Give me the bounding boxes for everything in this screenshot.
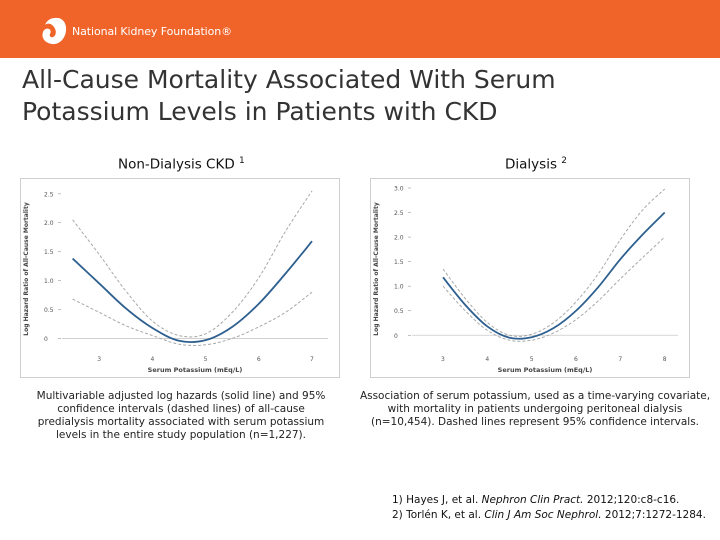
x-tick-label: 8 — [663, 356, 667, 363]
x-tick-label: 4 — [485, 356, 489, 363]
y-axis-label: Log Hazard Ratio of All-Cause Mortality — [23, 202, 30, 336]
y-tick-label: 2.5 — [44, 191, 54, 198]
reference-item: 1) Hayes J, et al. Nephron Clin Pract. 2… — [392, 493, 706, 508]
y-tick-label: 1.0 — [44, 278, 54, 285]
x-tick-label: 6 — [574, 356, 578, 363]
y-tick-label: 3.0 — [394, 186, 404, 193]
x-tick-label: 5 — [530, 356, 534, 363]
caption-non-dialysis: Multivariable adjusted log hazards (soli… — [36, 390, 326, 441]
series-line-estimate — [442, 211, 666, 340]
references: 1) Hayes J, et al. Nephron Clin Pract. 2… — [392, 493, 706, 523]
panel-label-text: Dialysis — [505, 156, 557, 173]
y-tick-label: 1.0 — [394, 284, 404, 291]
ref-details: 2012;7:1272-1284. — [604, 509, 706, 521]
x-tick-label: 5 — [204, 356, 208, 363]
caption-dialysis: Association of serum potassium, used as … — [359, 390, 711, 428]
y-tick-label: 2.0 — [44, 220, 54, 227]
panel-ref: 1 — [239, 156, 245, 166]
y-tick-label: 0 — [44, 336, 48, 343]
panel-ref: 2 — [561, 156, 568, 166]
series-line-ci — [442, 236, 666, 342]
x-axis-label: Serum Potassium (mEq/L) — [148, 366, 243, 374]
ref-authors: Torlén K, et al. — [406, 509, 482, 521]
y-tick-label: 0.5 — [394, 308, 404, 315]
ref-num: 1) — [392, 494, 403, 506]
x-tick-label: 4 — [150, 356, 154, 363]
y-tick-label: 2.0 — [394, 235, 404, 242]
chart-frame — [370, 178, 690, 378]
ref-authors: Hayes J, et al. — [406, 494, 479, 506]
chart-frame — [20, 178, 340, 378]
reference-item: 2) Torlén K, et al. Clin J Am Soc Nephro… — [392, 508, 706, 523]
y-tick-label: 2.5 — [394, 210, 404, 217]
panel-label-non-dialysis: Non-Dialysis CKD 1 — [118, 156, 245, 173]
title-line-1: All-Cause Mortality Associated With Seru… — [22, 65, 556, 94]
y-tick-label: 1.5 — [44, 249, 54, 256]
x-tick-label: 7 — [618, 356, 622, 363]
x-tick-label: 3 — [97, 356, 101, 363]
nkf-logo: National Kidney Foundation® — [36, 14, 232, 48]
series-line-estimate — [72, 240, 313, 343]
ref-journal: Nephron Clin Pract. — [481, 494, 584, 506]
y-tick-label: 0.5 — [44, 307, 54, 314]
panel-label-text: Non-Dialysis CKD — [118, 156, 235, 173]
slide-title: All-Cause Mortality Associated With Seru… — [22, 64, 662, 128]
ref-details: 2012;120:c8-c16. — [586, 494, 680, 506]
x-tick-label: 6 — [257, 356, 261, 363]
ref-journal: Clin J Am Soc Nephrol. — [484, 509, 602, 521]
chart-non-dialysis: 0 0.5 1.0 1.5 2.0 2.5 3 4 5 6 7 Serum Potassium (mE… — [20, 178, 340, 378]
title-line-2: Potassium Levels in Patients with CKD — [22, 97, 498, 126]
panel-label-dialysis: Dialysis 2 — [505, 156, 567, 173]
x-axis-label: Serum Potassium (mEq/L) — [498, 366, 593, 374]
y-tick-label: 0 — [394, 333, 398, 340]
ref-num: 2) — [392, 509, 403, 521]
series-line-ci — [72, 190, 313, 338]
y-tick-label: 1.5 — [394, 259, 404, 266]
series-line-ci — [442, 188, 666, 337]
header-bar: National Kidney Foundation® — [0, 0, 720, 58]
x-tick-label: 7 — [310, 356, 314, 363]
chart-dialysis: 0 0.5 1.0 1.5 2.0 2.5 3.0 3 4 5 6 7 8 Serum Potassium… — [370, 178, 690, 378]
y-axis-label: Log Hazard Ratio of All-Cause Mortality — [373, 202, 380, 336]
kidney-logo-icon — [42, 17, 67, 45]
x-tick-label: 3 — [441, 356, 445, 363]
org-name: National Kidney Foundation® — [72, 24, 233, 38]
